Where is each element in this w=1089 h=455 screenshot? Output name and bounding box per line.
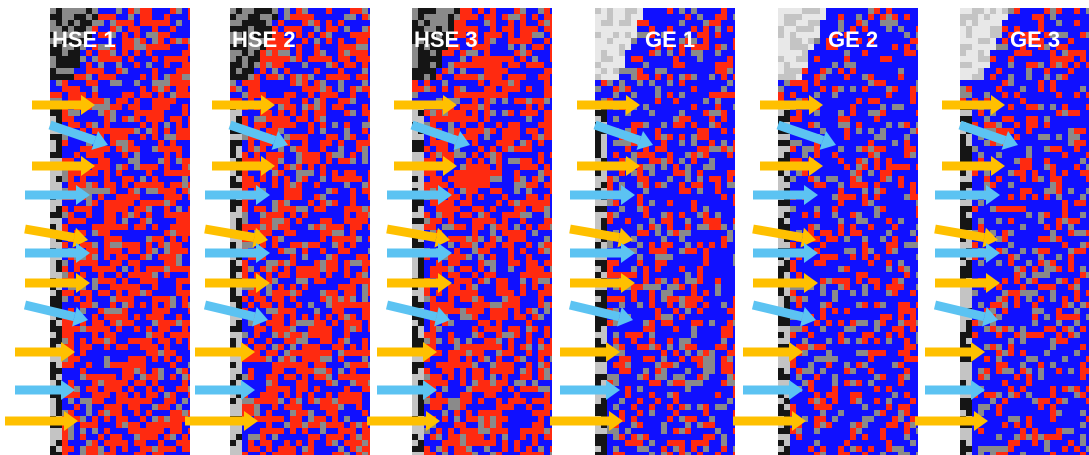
panel: GE 2 (733, 8, 918, 455)
panel-label: GE 3 (1010, 27, 1060, 52)
figure: HSE 1 HSE 2 HSE 3 GE 1 GE 2 GE 3 (0, 0, 1089, 455)
panel: HSE 1 (5, 8, 190, 455)
panel-label: GE 1 (645, 27, 695, 52)
panel-label: HSE 2 (232, 27, 296, 52)
panel: GE 3 (915, 8, 1089, 455)
panel: HSE 3 (367, 8, 552, 455)
panel-label: GE 2 (828, 27, 878, 52)
panel: GE 1 (550, 8, 735, 455)
panel-label: HSE 1 (52, 27, 116, 52)
panel: HSE 2 (185, 8, 370, 455)
panel-label: HSE 3 (414, 27, 478, 52)
